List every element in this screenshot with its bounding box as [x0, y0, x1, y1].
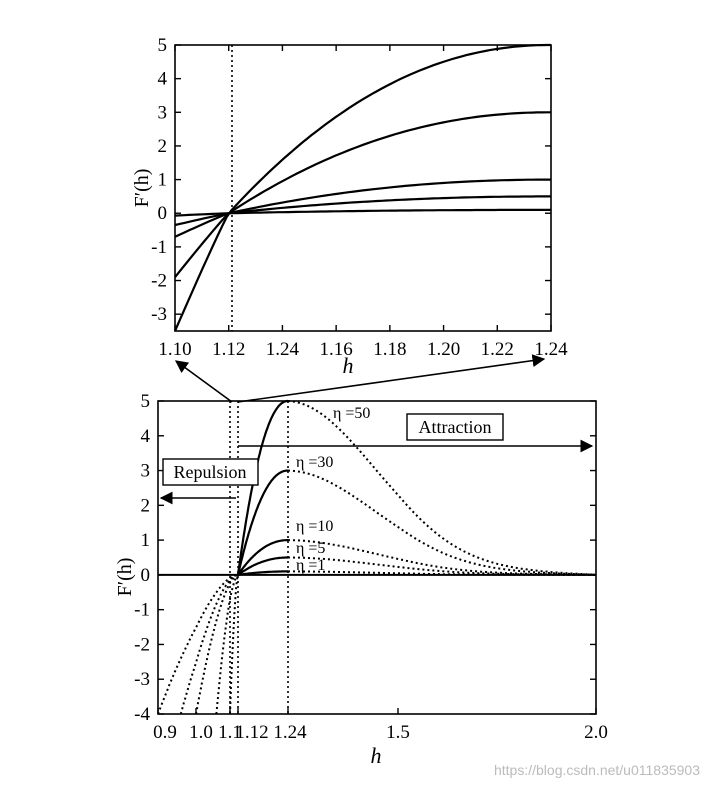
series-label-eta-5: η =5 — [296, 540, 325, 557]
bottom-x-axis-ticks: 0.9 1.0 1.11.12 1.24 1.5 2.0 — [153, 708, 608, 743]
bottom-repulsion-curve — [229, 574, 239, 715]
bottom-y-axis-label: F′(h) — [114, 558, 136, 597]
bottom-y-tick-label: 3 — [141, 461, 151, 482]
bottom-x-tick-label: 1.0 — [189, 722, 213, 743]
zoom-arrow-left — [174, 360, 233, 403]
top-x-tick-label: 1.20 — [427, 339, 460, 360]
bottom-rise-curve — [237, 556, 288, 576]
top-x-tick-label: 1.24 — [266, 339, 300, 360]
series-label-eta-50: η =50 — [333, 405, 370, 422]
bottom-y-tick-label: -4 — [134, 704, 150, 725]
bottom-rise-curve — [237, 538, 288, 576]
bottom-y-axis-ticks: 5 4 3 2 1 0 -1 -2 -3 -4 — [134, 391, 596, 725]
top-y-axis-label: F′(h) — [131, 169, 153, 208]
top-y-tick-label: 4 — [158, 69, 168, 90]
top-y-axis-ticks: 5 4 3 2 1 0 -1 -2 -3 — [151, 35, 551, 325]
bottom-repulsion-curve — [215, 574, 239, 715]
series-label-eta-30: η =30 — [296, 454, 333, 471]
attraction-box — [406, 413, 504, 441]
bottom-y-tick-label: 2 — [141, 495, 151, 516]
top-y-tick-label: 5 — [158, 35, 168, 56]
bottom-decay-curve — [287, 539, 597, 576]
bottom-rise-curve — [236, 399, 288, 576]
top-x-axis-label: h — [343, 353, 354, 378]
bottom-y-tick-label: 4 — [141, 426, 151, 447]
bottom-x-tick-label: 0.9 — [153, 722, 177, 743]
bottom-y-tick-label: 5 — [141, 391, 151, 412]
bottom-y-tick-label: -1 — [134, 600, 150, 621]
bottom-x-tick-label: 1.24 — [273, 722, 307, 743]
repulsion-box — [162, 458, 259, 486]
bottom-x-tick-label: 1.12 — [235, 722, 268, 743]
top-curve-50 — [173, 43, 551, 332]
watermark-text: https://blog.csdn.net/u011835903 — [494, 762, 700, 778]
bottom-plot-frame — [157, 400, 597, 715]
bottom-repulsion-curve — [179, 573, 239, 715]
bottom-rise-curve — [237, 570, 288, 576]
top-chart: 5 4 3 2 1 0 -1 -2 -3 1.10 1.12 1.24 1.16 1.18 1.20 1.2… — [131, 35, 568, 378]
top-x-tick-label: 1.24 — [534, 339, 568, 360]
series-label-eta-1: η =1 — [296, 557, 325, 574]
top-x-tick-label: 1.10 — [158, 339, 191, 360]
top-y-tick-label: 3 — [158, 102, 168, 123]
top-y-tick-label: 1 — [158, 170, 168, 191]
top-plot-frame — [174, 44, 552, 332]
bottom-decay-curve — [287, 400, 597, 576]
top-y-tick-label: -2 — [151, 271, 167, 292]
top-curve-10 — [174, 178, 551, 238]
bottom-x-tick-label: 1.1 — [218, 722, 242, 743]
bottom-rise-curve — [236, 469, 288, 576]
top-y-tick-label: 2 — [158, 136, 168, 157]
bottom-x-tick-label: 1.5 — [386, 722, 410, 743]
top-x-tick-label: 1.16 — [320, 339, 353, 360]
bottom-x-axis-label: h — [371, 743, 382, 768]
top-curve-30 — [174, 111, 551, 278]
zoom-arrow-right — [237, 354, 546, 403]
top-curve-1 — [174, 208, 551, 217]
bottom-y-tick-label: 0 — [141, 565, 151, 586]
top-y-tick-label: -1 — [151, 237, 167, 258]
bottom-y-tick-label: -2 — [134, 634, 150, 655]
top-x-tick-label: 1.22 — [481, 339, 514, 360]
bottom-repulsion-curve — [157, 573, 239, 715]
attraction-label: Attraction — [419, 417, 492, 437]
bottom-decay-curve — [287, 469, 597, 576]
bottom-x-tick-label: 2.0 — [584, 722, 608, 743]
bottom-repulsion-curve — [195, 573, 239, 715]
bottom-chart: 5 4 3 2 1 0 -1 -2 -3 -4 0.9 1.0 1.11.12 1.24 1.5 2.0 η… — [114, 391, 608, 768]
bottom-y-tick-label: 1 — [141, 530, 151, 551]
top-x-axis-ticks: 1.10 1.12 1.24 1.16 1.18 1.20 1.22 1.24 — [158, 45, 568, 360]
top-x-tick-label: 1.12 — [212, 339, 245, 360]
bottom-series-labels: η =50 η =30 η =10 η =5η =1 — [296, 405, 370, 574]
top-y-tick-label: 0 — [158, 203, 168, 224]
series-label-eta-10: η =10 — [296, 518, 333, 535]
bottom-y-tick-label: -3 — [134, 669, 150, 690]
bottom-curves — [157, 399, 597, 715]
top-x-tick-label: 1.18 — [373, 339, 406, 360]
top-curves — [173, 43, 551, 332]
repulsion-label: Repulsion — [173, 462, 246, 482]
top-y-tick-label: -3 — [151, 304, 167, 325]
